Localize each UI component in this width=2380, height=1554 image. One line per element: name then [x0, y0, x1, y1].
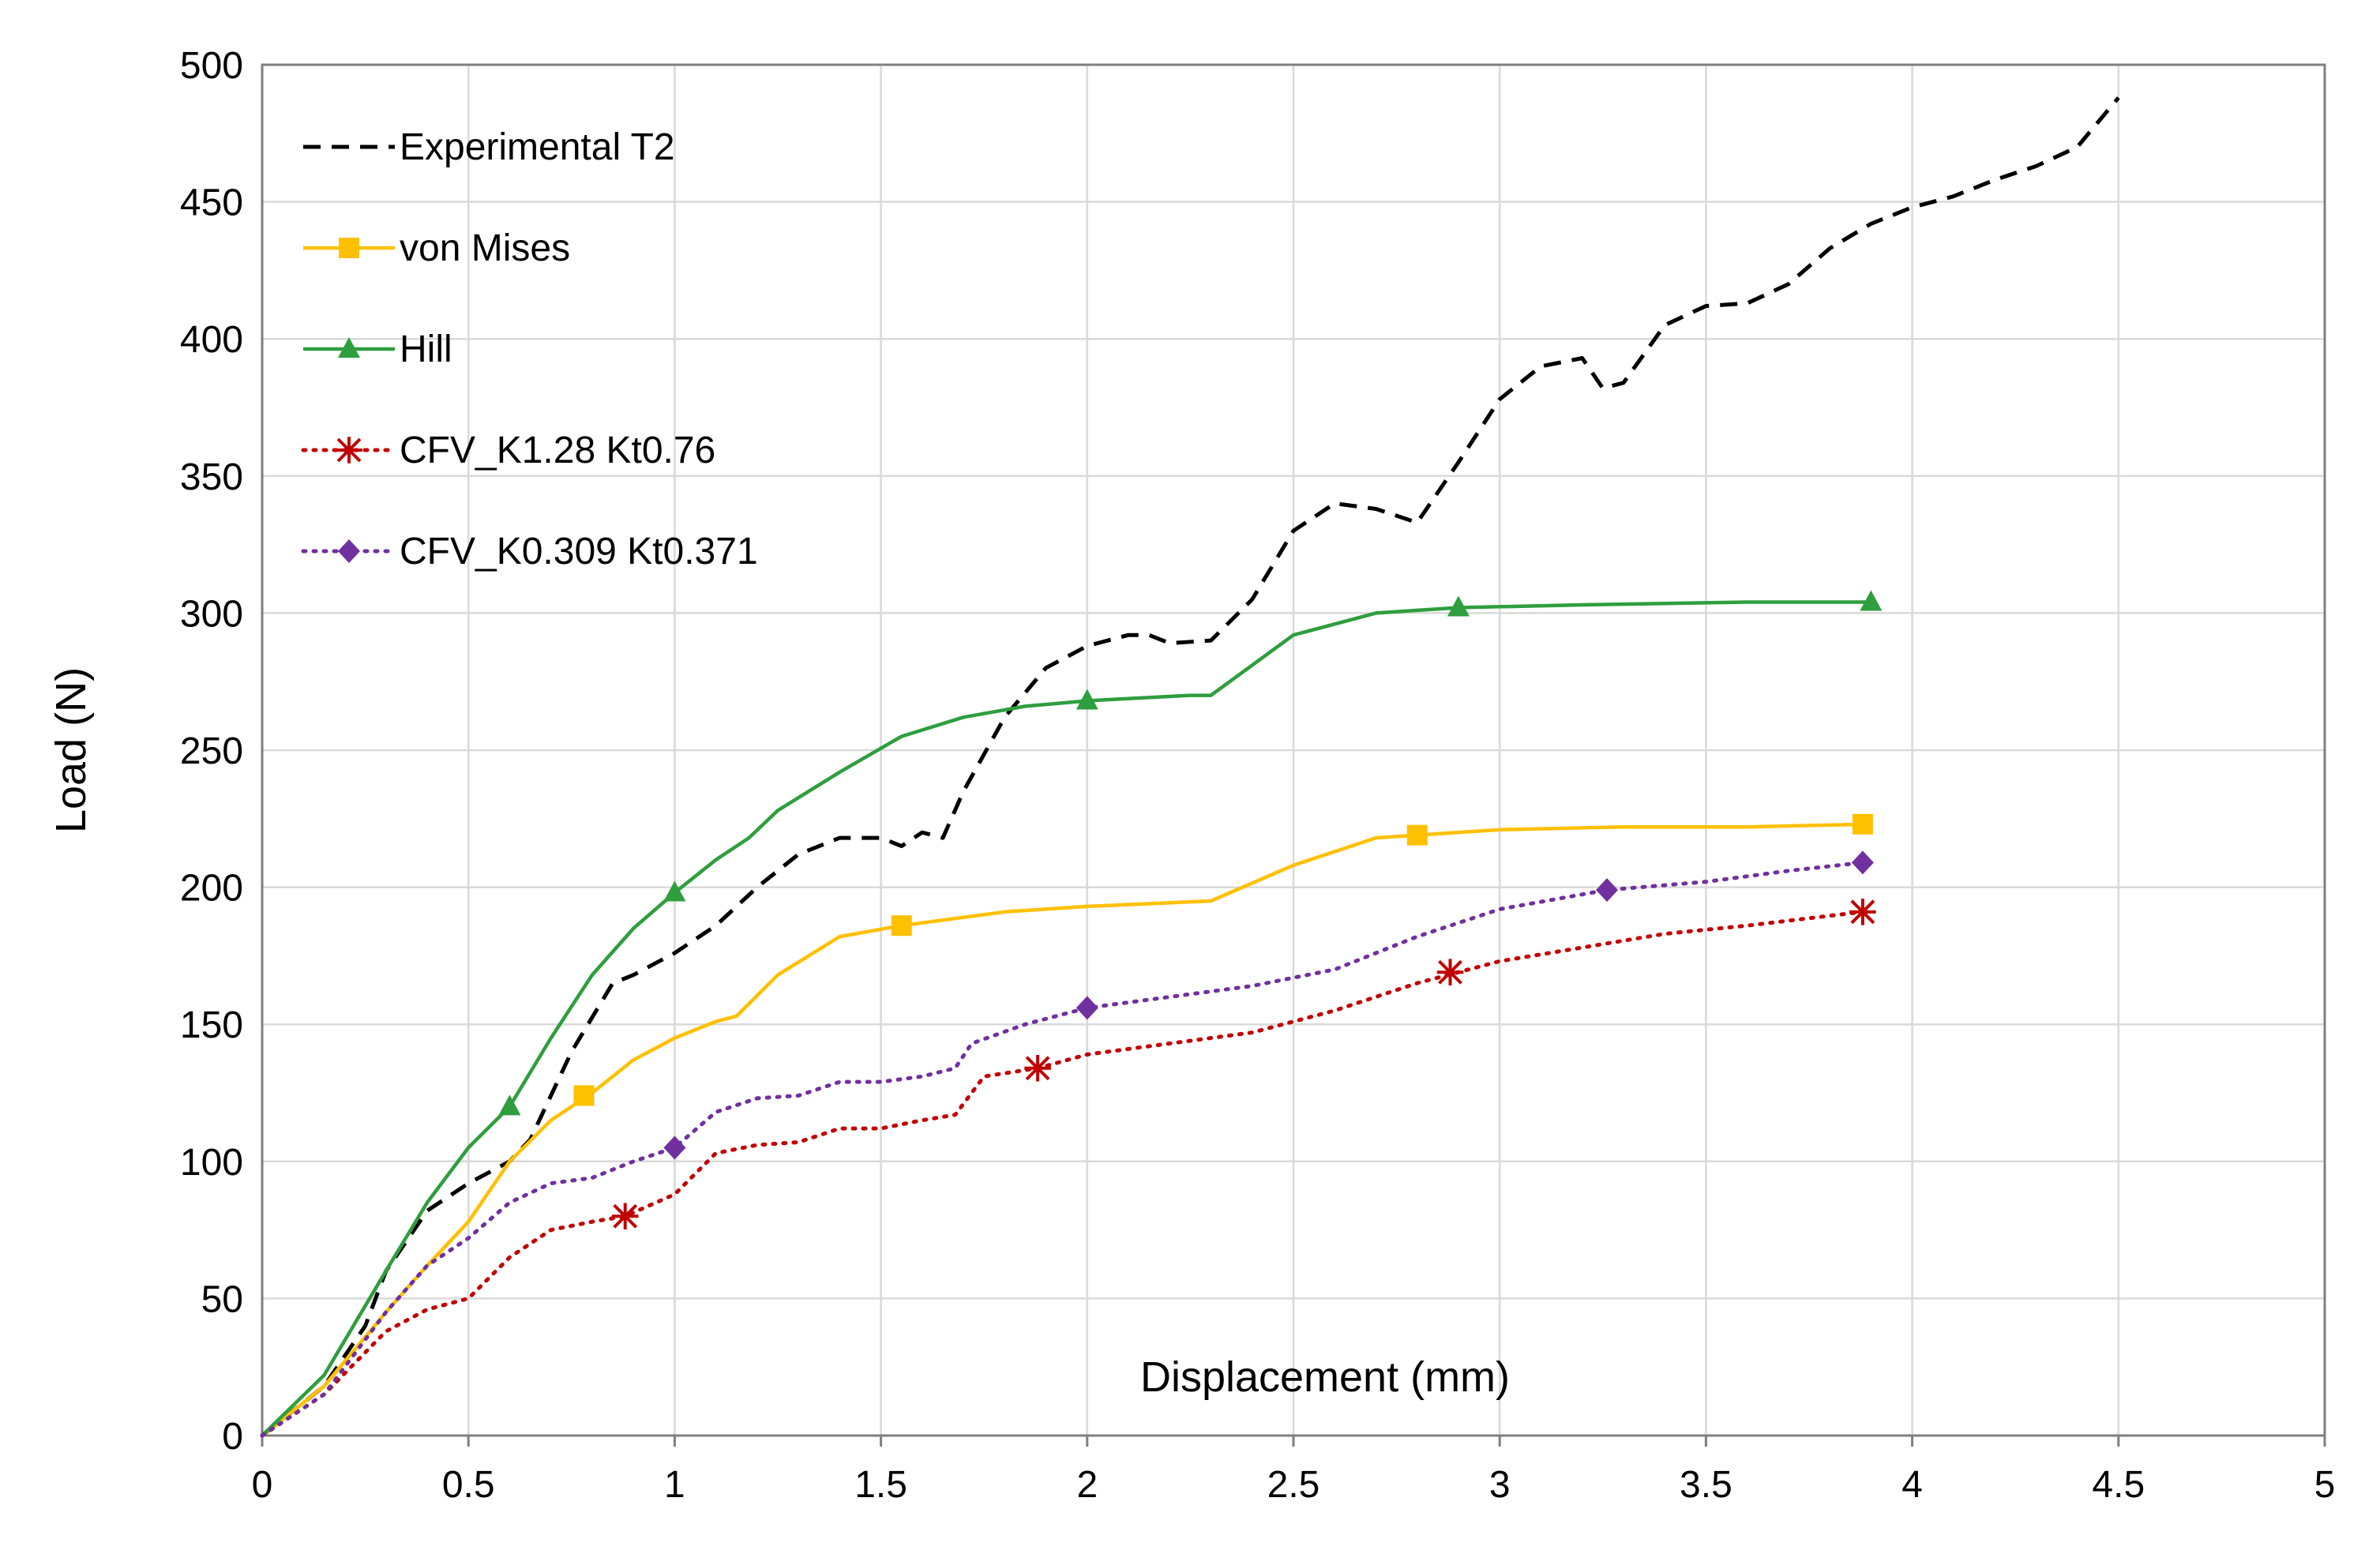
- x-tick-label: 5: [2314, 1464, 2336, 1506]
- legend-marker-swatch: [339, 238, 359, 258]
- legend-entry: von Mises: [303, 227, 570, 269]
- y-tick-label: 50: [201, 1278, 243, 1320]
- x-tick-label: 3.5: [1680, 1464, 1732, 1506]
- data-point-marker: [663, 880, 686, 902]
- data-point-marker: [498, 1094, 521, 1116]
- y-tick-label: 450: [180, 182, 243, 224]
- series-line: [260, 860, 1865, 1438]
- x-tick-label: 2: [1076, 1464, 1098, 1506]
- legend-entry: CFV_K0.309 Kt0.371: [301, 531, 758, 572]
- y-tick-label: 150: [180, 1004, 243, 1046]
- series-line: [260, 910, 1865, 1438]
- legend-entry: Hill: [303, 328, 452, 370]
- legend-label: Experimental T2: [400, 126, 675, 168]
- legend-label: von Mises: [400, 227, 570, 269]
- x-tick-label: 0: [252, 1464, 273, 1506]
- legend-entry: Experimental T2: [303, 126, 675, 168]
- data-point-marker: [1849, 899, 1876, 925]
- legend-marker-swatch: [336, 437, 362, 464]
- x-tick-label: 4: [1901, 1464, 1923, 1506]
- y-tick-label: 200: [180, 868, 243, 910]
- legend-label: CFV_K1.28 Kt0.76: [400, 430, 715, 471]
- x-tick-label: 1.5: [854, 1464, 907, 1506]
- legend-label: CFV_K0.309 Kt0.371: [400, 531, 758, 572]
- gridlines: [262, 65, 2325, 1436]
- data-point-marker: [1447, 595, 1470, 617]
- x-tick-label: 3: [1489, 1464, 1511, 1506]
- series-3: [260, 899, 1876, 1438]
- data-point-marker: [891, 915, 912, 937]
- data-point-marker: [611, 1203, 639, 1230]
- y-axis-title: Load (N): [47, 667, 95, 833]
- x-axis-title: Displacement (mm): [1140, 1353, 1510, 1401]
- data-point-marker: [663, 1135, 686, 1160]
- series-layer: [260, 96, 2120, 1438]
- data-point-marker: [1852, 813, 1873, 835]
- data-point-marker: [1024, 1054, 1051, 1082]
- legend: Experimental T2 von Mises Hill CFV_K1.28 Kt…: [301, 126, 758, 572]
- x-tick-labels: 0 0.5 1 1.5 2 2.5 3 3.5 4 4.5 5: [252, 1436, 2336, 1506]
- data-point-marker: [1076, 689, 1098, 710]
- legend-marker-swatch: [338, 539, 360, 563]
- x-tick-label: 1: [664, 1464, 685, 1506]
- y-tick-labels: 0 50 100 150 200 250 300 350 400 450 500: [180, 45, 243, 1458]
- x-tick-label: 0.5: [442, 1464, 495, 1506]
- data-point-marker: [1076, 996, 1098, 1020]
- data-point-marker: [1860, 590, 1883, 611]
- y-tick-label: 300: [180, 593, 243, 635]
- data-point-marker: [573, 1085, 595, 1106]
- series-2: [260, 590, 1883, 1438]
- series-0: [261, 96, 2120, 1437]
- data-point-marker: [1436, 959, 1464, 986]
- series-line: [260, 600, 1873, 1438]
- legend-label: Hill: [400, 328, 452, 370]
- data-point-marker: [1596, 878, 1619, 903]
- data-point-marker: [1851, 850, 1874, 875]
- legend-entry: CFV_K1.28 Kt0.76: [301, 430, 715, 471]
- series-4: [260, 850, 1874, 1438]
- legend-marker-swatch: [338, 337, 360, 358]
- x-tick-label: 2.5: [1267, 1464, 1320, 1506]
- y-tick-label: 400: [180, 319, 243, 361]
- y-tick-label: 250: [180, 730, 243, 772]
- x-tick-label: 4.5: [2092, 1464, 2145, 1506]
- series-line: [261, 96, 2120, 1437]
- y-tick-label: 500: [180, 45, 243, 87]
- series-1: [260, 813, 1873, 1438]
- y-tick-label: 0: [222, 1416, 243, 1458]
- y-tick-label: 100: [180, 1142, 243, 1184]
- y-tick-label: 350: [180, 456, 243, 498]
- data-point-marker: [1406, 824, 1428, 846]
